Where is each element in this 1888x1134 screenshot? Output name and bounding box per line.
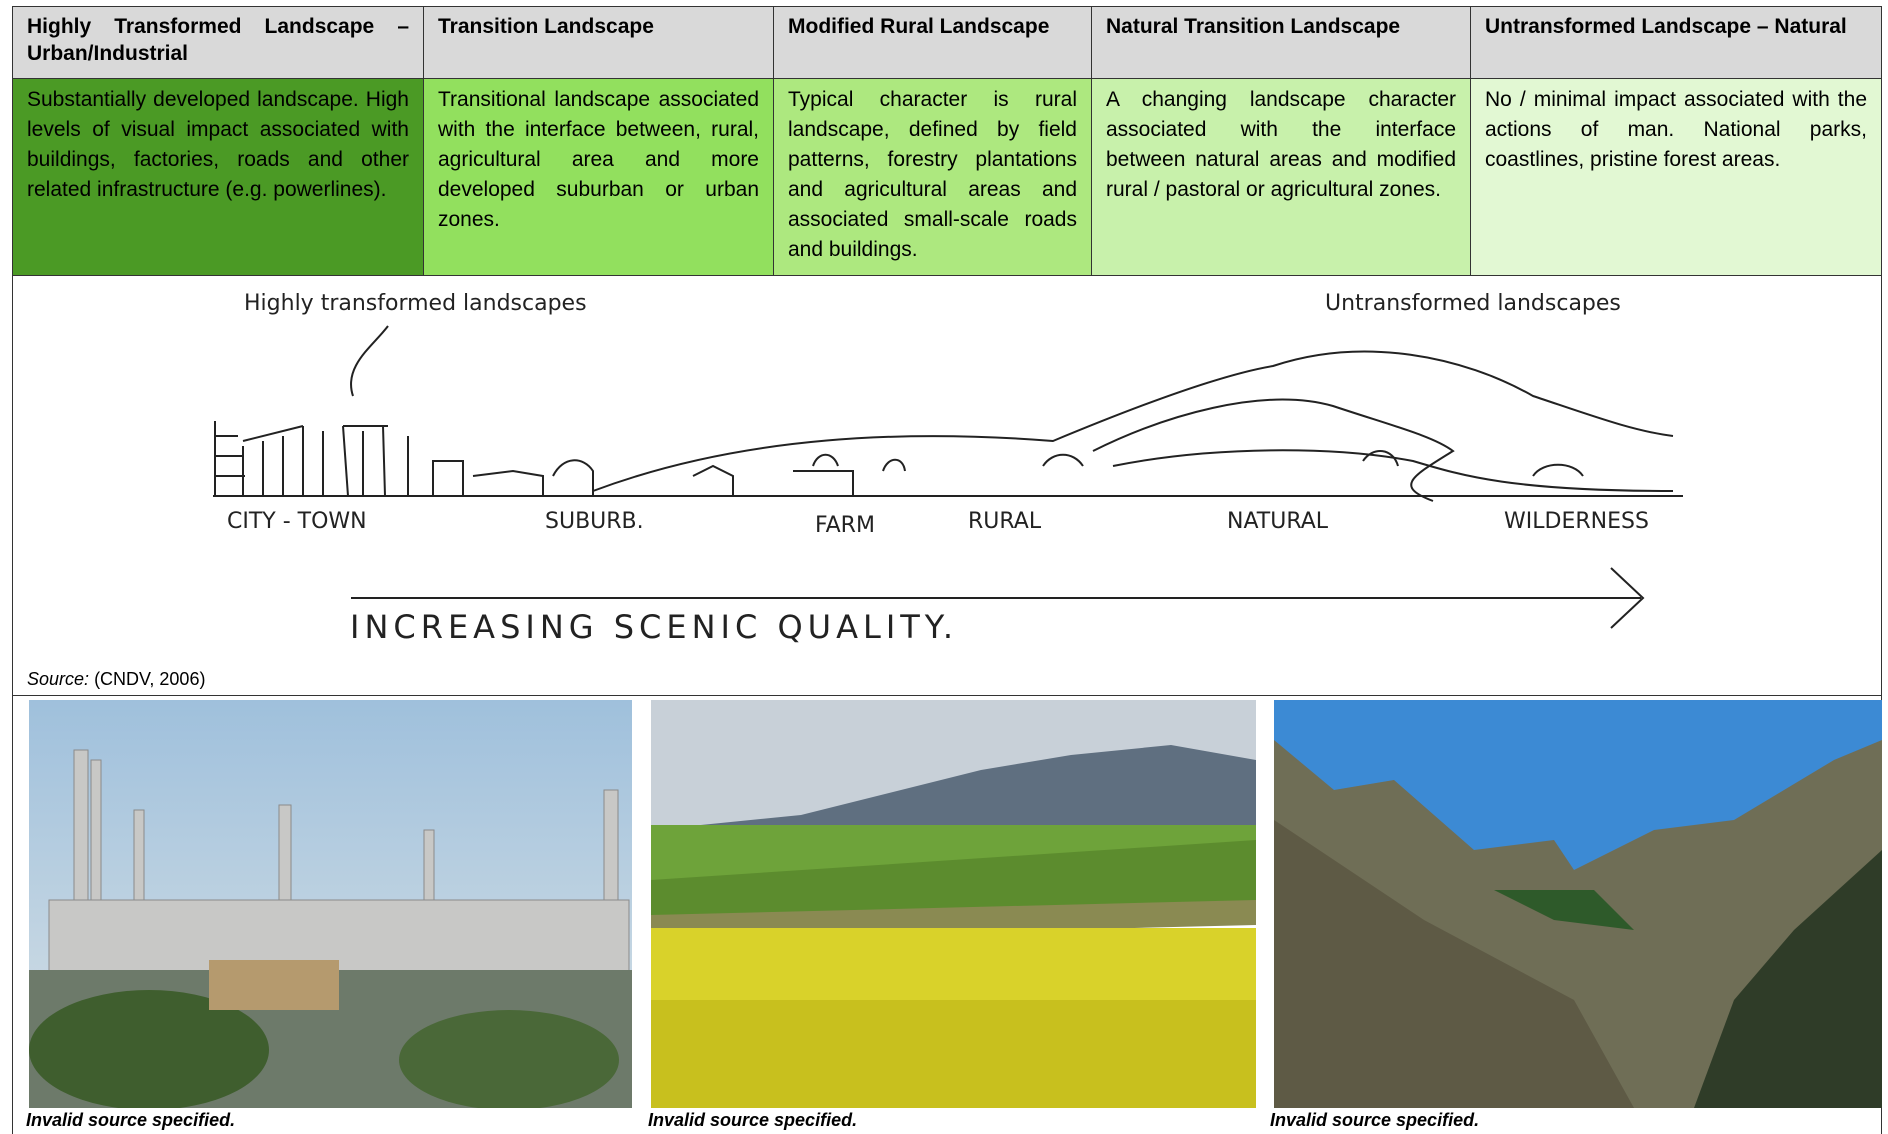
header-cell: Natural Transition Landscape bbox=[1091, 6, 1471, 79]
header-cell: Transition Landscape bbox=[423, 6, 774, 79]
sketch: Highly transformed landscapes Untransfor… bbox=[13, 276, 1881, 695]
header-cell: Untransformed Landscape – Natural bbox=[1470, 6, 1882, 79]
sketch-cell: Highly transformed landscapes Untransfor… bbox=[12, 275, 1882, 696]
photo-industrial bbox=[29, 700, 632, 1108]
sketch-label: Untransformed landscapes bbox=[1325, 291, 1621, 316]
zone-label: FARM bbox=[815, 513, 875, 538]
photo-rural bbox=[651, 700, 1256, 1108]
description-cell: A changing landscape character associate… bbox=[1091, 78, 1471, 276]
photo-caption: Invalid source specified. bbox=[1270, 1110, 1479, 1131]
page: Highly Transformed Landscape – Urban/Ind… bbox=[0, 0, 1888, 1134]
source-text: (CNDV, 2006) bbox=[94, 669, 205, 689]
arrow-label: INCREASING SCENIC QUALITY. bbox=[350, 608, 958, 646]
source-label: Source: bbox=[27, 669, 89, 689]
zone-label: CITY - TOWN bbox=[227, 509, 367, 534]
photo-caption: Invalid source specified. bbox=[26, 1110, 235, 1131]
zone-label: SUBURB. bbox=[545, 509, 644, 534]
header-cell: Modified Rural Landscape bbox=[773, 6, 1092, 79]
photo-natural bbox=[1274, 700, 1882, 1108]
zone-label: NATURAL bbox=[1227, 509, 1329, 534]
header-cell: Highly Transformed Landscape – Urban/Ind… bbox=[12, 6, 424, 79]
source-note: Source: (CNDV, 2006) bbox=[27, 664, 205, 694]
description-cell: Typical character is rural landscape, de… bbox=[773, 78, 1092, 276]
description-cell: Substantially developed landscape. High … bbox=[12, 78, 424, 276]
zone-label: WILDERNESS bbox=[1504, 509, 1649, 534]
description-cell: Transitional landscape associated with t… bbox=[423, 78, 774, 276]
photo-caption: Invalid source specified. bbox=[648, 1110, 857, 1131]
sketch-label: Highly transformed landscapes bbox=[244, 291, 587, 316]
sketch-lines bbox=[213, 326, 1683, 628]
zone-label: RURAL bbox=[968, 509, 1042, 534]
description-cell: No / minimal impact associated with the … bbox=[1470, 78, 1882, 276]
